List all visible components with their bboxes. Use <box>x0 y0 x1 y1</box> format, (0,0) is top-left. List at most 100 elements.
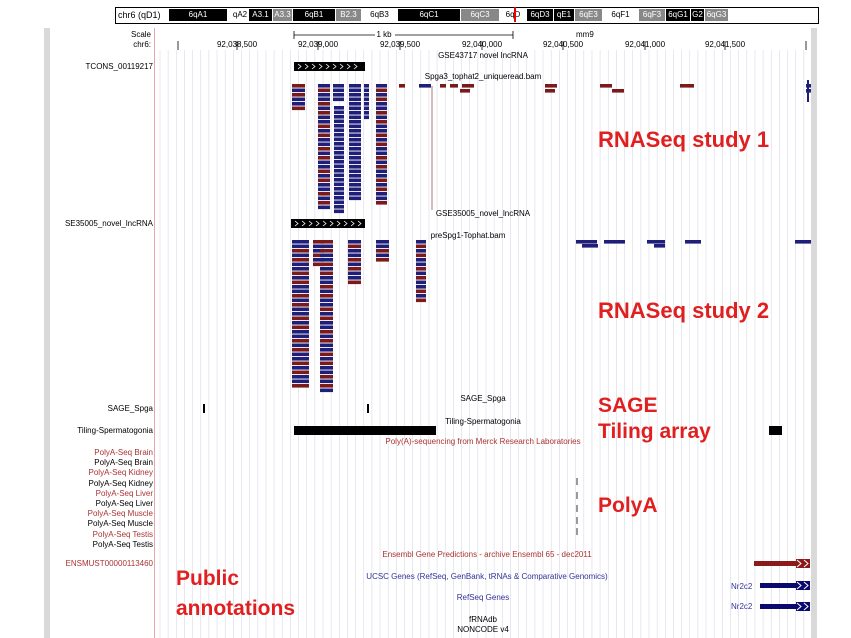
spga3-read <box>364 115 369 120</box>
chevron <box>322 220 327 227</box>
polya-annotation: PolyA <box>598 494 658 517</box>
prespg1-read <box>320 384 333 388</box>
polya-track-label[interactable]: PolyA-Seq Kidney <box>88 478 153 488</box>
spga3-read <box>292 88 305 93</box>
polya-track-label[interactable]: PolyA-Seq Liver <box>95 488 153 498</box>
ucsc-gene-label[interactable]: Nr2c2 <box>731 582 753 591</box>
prespg1-read <box>348 249 361 253</box>
ruler-position-label: 92,038,500 <box>216 40 258 49</box>
spga3-read <box>376 187 387 192</box>
prespg1-read <box>292 330 309 334</box>
spga3-read <box>349 187 361 192</box>
polya-track-title[interactable]: Poly(A)-sequencing from Merck Research L… <box>385 437 581 446</box>
spga3-read <box>334 178 344 182</box>
prespg1-read <box>320 303 333 307</box>
spga3-read <box>334 133 344 137</box>
noncode-track-title[interactable]: NONCODE v4 <box>457 625 509 634</box>
ucsc-gene-model <box>796 581 810 590</box>
ruler-chrom-label: chr6: <box>133 40 151 49</box>
prespg1-read <box>320 289 333 294</box>
spga3-read <box>292 97 305 102</box>
refseq-track-title[interactable]: RefSeq Genes <box>456 593 510 602</box>
left-track-gutter[interactable] <box>44 28 50 638</box>
prespg1-read <box>416 285 426 289</box>
tiling-track-label[interactable]: Tiling-Spermatogonia <box>77 426 153 435</box>
spga3-read <box>318 142 330 147</box>
prespg1-read <box>292 370 309 375</box>
sage-track-label[interactable]: SAGE_Spga <box>107 404 153 413</box>
ensembl-track-title[interactable]: Ensembl Gene Predictions - archive Ensem… <box>382 550 592 559</box>
polya-track-label[interactable]: PolyA-Seq Brain <box>94 458 153 468</box>
ideogram-band: 6qD <box>500 9 526 21</box>
spga3-read <box>376 120 387 124</box>
polya-track-label[interactable]: PolyA-Seq Muscle <box>87 509 153 519</box>
spga3-track-title[interactable]: Spga3_tophat2_uniqueread.bam <box>424 72 542 81</box>
spga3-read <box>334 209 344 214</box>
spga3-read <box>349 192 361 196</box>
chevron <box>336 220 341 227</box>
chevron <box>311 63 316 70</box>
chevron <box>329 220 334 227</box>
spga3-read <box>318 115 330 120</box>
spga3-read <box>376 151 387 156</box>
polya-track-label[interactable]: PolyA-Seq Testis <box>92 539 153 549</box>
refseq-gene-label[interactable]: Nr2c2 <box>731 602 753 611</box>
sage-tag <box>367 404 369 413</box>
chevron <box>343 220 348 227</box>
prespg1-read <box>320 330 333 334</box>
ensembl-feature-label[interactable]: ENSMUST00000113460 <box>65 559 153 568</box>
spga3-read <box>376 169 387 174</box>
ucsc-genes-track-title[interactable]: UCSC Genes (RefSeq, GenBank, tRNAs & Com… <box>366 572 608 581</box>
spga3-read <box>349 133 361 138</box>
prespg1-read <box>292 352 309 357</box>
spga3-read <box>318 120 330 124</box>
polya-track-label[interactable]: PolyA-Seq Brain <box>94 448 153 457</box>
frnadb-track-title[interactable]: fRNAdb <box>468 615 498 624</box>
prespg1-track-title[interactable]: preSpg1-Tophat.bam <box>430 231 506 240</box>
prespg1-read <box>320 366 333 370</box>
spga3-read <box>349 147 361 151</box>
spga3-read <box>334 182 344 187</box>
prespg1-read <box>320 280 333 285</box>
chevron <box>353 63 358 70</box>
polya-track-label[interactable]: PolyA-Seq Liver <box>95 499 153 508</box>
spga3-read <box>334 164 344 169</box>
public-annotations-annotation: Public annotations <box>176 567 295 620</box>
spga3-read <box>334 110 344 115</box>
sage-track-title[interactable]: SAGE_Spga <box>460 394 506 403</box>
spga3-read <box>376 102 387 106</box>
right-track-gutter[interactable] <box>811 28 817 638</box>
spga3-read <box>349 93 361 97</box>
spga3-read <box>333 84 344 88</box>
prespg1-read <box>416 267 426 271</box>
gse35005-feature-bar <box>291 219 365 228</box>
prespg1-read <box>320 294 333 298</box>
gse35005-feature-label[interactable]: SE35005_novel_lncRNA <box>64 219 153 228</box>
prespg1-read <box>292 325 309 330</box>
spga3-read <box>292 84 305 88</box>
prespg1-read <box>292 303 309 307</box>
prespg1-read <box>292 357 309 361</box>
spga3-read <box>349 178 361 183</box>
prespg1-read <box>320 312 333 316</box>
polya-track-label[interactable]: PolyA-Seq Kidney <box>88 468 153 478</box>
prespg1-read <box>320 244 333 249</box>
lncrna-feature-label[interactable]: TCONS_00119217 <box>85 62 153 71</box>
lncrna-track-title[interactable]: GSE43717 novel lncRNA <box>438 51 528 60</box>
prespg1-read <box>320 343 333 348</box>
spga3-read <box>334 146 344 151</box>
spga3-read <box>334 200 344 205</box>
spga3-read <box>334 106 344 110</box>
polya-track-label[interactable]: PolyA-Seq Muscle <box>87 519 153 529</box>
spga3-read <box>349 102 361 106</box>
prespg1-read <box>320 253 333 258</box>
prespg1-read <box>376 240 389 244</box>
gse35005-track-title[interactable]: GSE35005_novel_lncRNA <box>435 209 531 218</box>
spga3-read <box>376 88 387 93</box>
spga3-read <box>318 106 330 111</box>
tiling-track-title[interactable]: Tiling-Spermatogonia <box>445 417 521 426</box>
polya-track-label[interactable]: PolyA-Seq Testis <box>92 529 153 539</box>
chromosome-ideogram[interactable]: chr6 (qD1) 6qA1 qA2 A3.1 A3.3 6qB1 B2.3 6qB3 6q… <box>115 7 819 24</box>
spga3-read <box>318 165 330 169</box>
prespg1-read <box>320 375 333 379</box>
